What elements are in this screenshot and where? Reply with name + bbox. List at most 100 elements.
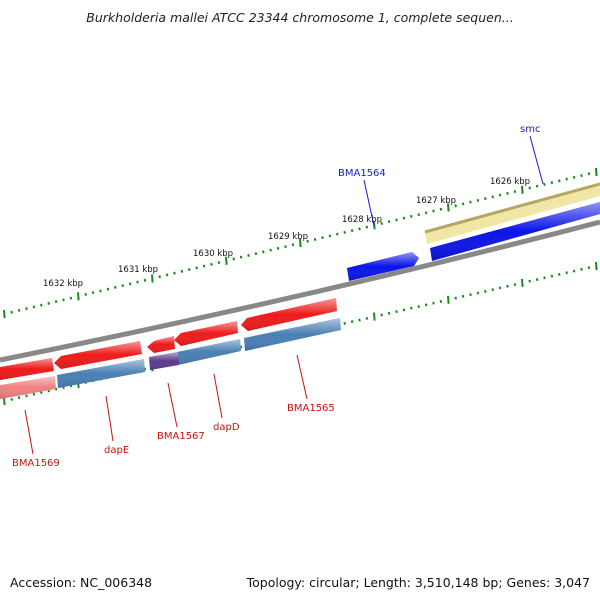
- inner-minor-tick: [491, 288, 494, 292]
- tick-label-1629: 1629 kbp: [268, 232, 308, 242]
- inner-minor-tick: [10, 397, 13, 401]
- dape-cds[interactable]: [54, 341, 142, 369]
- inner-major-tick: [521, 278, 524, 287]
- bma1565-gene-bar[interactable]: [244, 318, 341, 351]
- inner-minor-tick: [558, 272, 561, 276]
- inner-minor-tick: [454, 296, 457, 300]
- dapd-cds[interactable]: [174, 321, 238, 346]
- forward-gene-bar-edge: [424, 182, 600, 234]
- outer-minor-tick: [188, 268, 191, 272]
- inner-minor-tick: [461, 294, 465, 298]
- bma1565-cds[interactable]: [241, 298, 337, 331]
- outer-minor-tick: [47, 301, 50, 305]
- inner-minor-tick: [565, 271, 568, 275]
- outer-minor-tick: [128, 282, 132, 286]
- bma1569-gene-bar[interactable]: [0, 376, 56, 399]
- inner-major-tick: [3, 396, 6, 406]
- outer-minor-tick: [587, 172, 591, 176]
- gene-label-dapd[interactable]: dapD: [213, 422, 240, 433]
- outer-minor-tick: [180, 269, 184, 273]
- outer-minor-tick: [558, 179, 561, 183]
- gene-label-dape[interactable]: dapE: [104, 445, 129, 456]
- outer-minor-tick: [321, 236, 324, 240]
- outer-minor-tick: [269, 248, 272, 252]
- outer-major-tick: [151, 274, 154, 283]
- forward-gene-bar[interactable]: [425, 184, 600, 244]
- map-title: Burkholderia mallei ATCC 23344 chromosom…: [86, 10, 514, 25]
- outer-major-tick: [521, 185, 524, 194]
- inner-minor-tick: [543, 276, 546, 280]
- outer-minor-tick: [350, 229, 354, 233]
- dapd-gene-bar[interactable]: [177, 339, 241, 365]
- dape-gene-bar[interactable]: [57, 359, 145, 388]
- tick-label-1628: 1628 kbp: [342, 215, 382, 225]
- inner-minor-tick: [365, 316, 369, 320]
- outer-minor-tick: [491, 195, 494, 199]
- outer-minor-tick: [25, 307, 28, 311]
- inner-minor-tick: [506, 284, 509, 288]
- outer-minor-tick: [469, 200, 472, 204]
- outer-minor-tick: [365, 225, 369, 229]
- outer-minor-tick: [402, 216, 406, 220]
- inner-minor-tick: [498, 286, 502, 290]
- outer-minor-tick: [535, 184, 539, 188]
- outer-minor-tick: [506, 191, 509, 195]
- gene-label-bma1565[interactable]: BMA1565: [287, 403, 335, 414]
- outer-minor-tick: [565, 177, 568, 181]
- inner-minor-tick: [410, 306, 413, 310]
- outer-major-tick: [299, 238, 302, 248]
- outer-minor-tick: [91, 291, 95, 295]
- outer-minor-tick: [387, 220, 391, 224]
- outer-minor-tick: [484, 197, 487, 201]
- bma1569-cds[interactable]: [0, 358, 54, 380]
- gene-label-bma1569[interactable]: BMA1569: [12, 458, 60, 469]
- bma1567-cds[interactable]: [147, 336, 175, 353]
- outer-major-tick: [447, 203, 450, 212]
- inner-minor-tick: [25, 394, 28, 398]
- outer-minor-tick: [69, 296, 73, 300]
- scale-labels: 1626 kbp 1627 kbp 1628 kbp 1629 kbp 1630…: [43, 177, 530, 289]
- bma1567-gene-bar[interactable]: [149, 352, 179, 370]
- outer-minor-tick: [17, 308, 21, 312]
- outer-minor-tick: [202, 264, 206, 268]
- outer-minor-tick: [580, 174, 583, 178]
- tick-label-1626: 1626 kbp: [490, 177, 530, 187]
- outer-minor-tick: [550, 181, 554, 185]
- smc-cds[interactable]: [430, 202, 600, 261]
- gene-label-smc[interactable]: smc: [520, 124, 540, 135]
- outer-minor-tick: [143, 278, 147, 282]
- inner-minor-tick: [380, 313, 383, 317]
- outer-minor-tick: [543, 182, 546, 186]
- tick-label-1630: 1630 kbp: [193, 249, 233, 259]
- inner-major-tick: [595, 261, 598, 271]
- outer-minor-tick: [32, 305, 36, 309]
- tick-label-1627: 1627 kbp: [416, 196, 456, 206]
- inner-minor-tick: [395, 310, 398, 314]
- outer-major-tick: [225, 256, 228, 265]
- outer-minor-tick: [106, 287, 110, 291]
- tick-label-1631: 1631 kbp: [118, 265, 158, 275]
- outer-minor-tick: [40, 303, 43, 307]
- outer-minor-tick: [84, 292, 87, 296]
- outer-minor-tick: [99, 289, 102, 293]
- inner-minor-tick: [432, 301, 435, 305]
- gene-label-bma1567[interactable]: BMA1567: [157, 431, 205, 442]
- inner-minor-tick: [350, 320, 354, 324]
- outer-minor-tick: [217, 261, 221, 265]
- inner-minor-tick: [387, 311, 391, 315]
- outer-minor-tick: [239, 255, 243, 259]
- gene-label-bma1564[interactable]: BMA1564: [338, 168, 386, 179]
- outer-minor-tick: [313, 237, 317, 241]
- outer-minor-tick: [54, 300, 58, 304]
- bma1564-cds[interactable]: [347, 252, 419, 281]
- inner-minor-tick: [484, 289, 487, 293]
- inner-minor-tick: [343, 321, 346, 325]
- inner-minor-tick: [358, 318, 361, 322]
- chromosome-backbone: [0, 219, 600, 363]
- outer-minor-tick: [276, 246, 280, 250]
- outer-minor-tick: [306, 239, 309, 243]
- inner-major-tick: [373, 312, 376, 321]
- outer-minor-tick: [328, 234, 332, 238]
- outer-minor-tick: [476, 198, 480, 202]
